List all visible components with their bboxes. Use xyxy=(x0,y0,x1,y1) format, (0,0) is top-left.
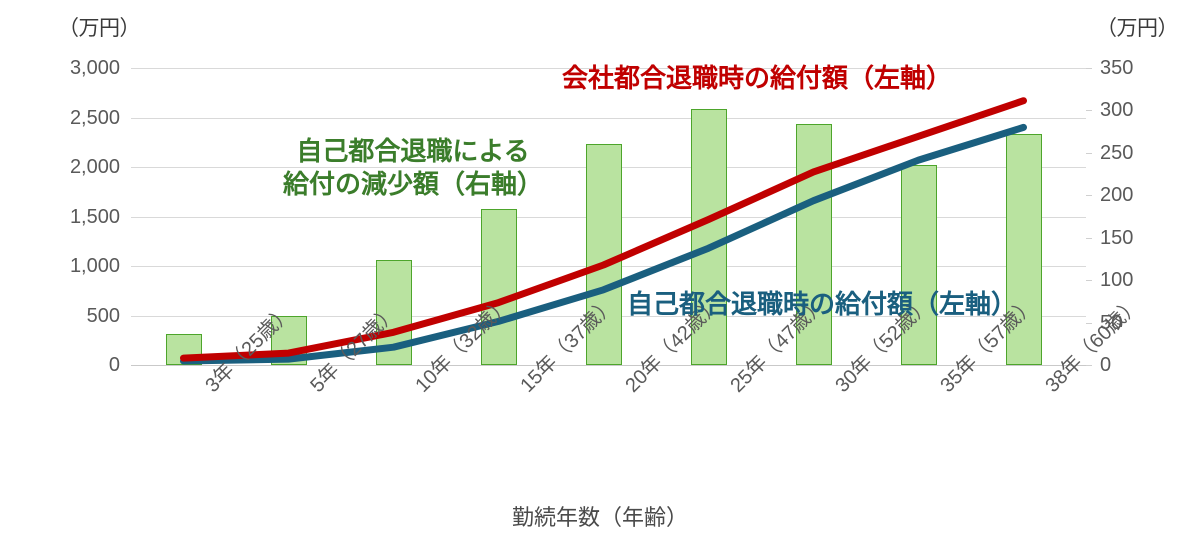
left-axis-tick-label: 0 xyxy=(108,354,120,376)
right-axis-tick-mark xyxy=(1086,153,1092,154)
right-axis-tick-mark xyxy=(1086,195,1092,196)
x-axis-tick-label: 3年（25歳） xyxy=(200,301,297,397)
left-axis-unit-label: （万円） xyxy=(58,17,141,40)
bar xyxy=(165,334,202,365)
x-axis-tick-label: 5年（27歳） xyxy=(305,301,402,397)
right-axis-tick-label: 150 xyxy=(1100,226,1134,249)
annotation-decrease-line2: 給付の減少額（右軸） xyxy=(283,169,544,200)
left-axis-tick-label: 3,000 xyxy=(69,57,120,79)
right-axis-tick-mark xyxy=(1086,238,1092,239)
left-axis-tick-label: 1,500 xyxy=(69,205,120,228)
gridline xyxy=(131,365,1086,366)
right-axis-tick-mark xyxy=(1086,280,1092,281)
right-axis-unit-label: （万円） xyxy=(1096,17,1179,40)
left-axis-tick-label: 500 xyxy=(86,304,120,327)
x-axis-tick-label: 38年（60歳） xyxy=(1040,293,1145,397)
x-axis-tick-label: 20年（42歳） xyxy=(620,293,725,397)
x-axis-tick-label: 30年（52歳） xyxy=(830,293,935,397)
x-axis-title: 勤続年数（年齢） xyxy=(511,505,688,530)
x-axis-tick-label: 10年（32歳） xyxy=(410,293,515,397)
right-axis-tick-label: 200 xyxy=(1100,184,1134,207)
annotation-company-convenience: 会社都合退職時の給付額（左軸） xyxy=(562,63,953,93)
right-axis-tick-label: 350 xyxy=(1100,57,1134,79)
right-axis-tick-mark xyxy=(1086,68,1092,69)
annotation-decrease-line1: 自己都合退職による xyxy=(296,136,530,166)
right-axis-tick-label: 0 xyxy=(1100,354,1112,376)
right-axis-tick-mark xyxy=(1086,110,1092,111)
annotation-self-convenience: 自己都合退職時の給付額（左軸） xyxy=(627,289,1018,319)
right-axis-tick-mark xyxy=(1086,365,1092,366)
left-axis-tick-label: 2,000 xyxy=(69,156,120,178)
x-axis-tick-label: 25年（47歳） xyxy=(725,293,830,397)
gridline xyxy=(131,118,1086,119)
left-axis-tick-label: 2,500 xyxy=(69,106,120,129)
x-axis-tick-label: 35年（57歳） xyxy=(935,293,1040,397)
right-axis-tick-label: 250 xyxy=(1100,141,1134,164)
right-axis-tick-mark xyxy=(1086,323,1092,324)
right-axis-tick-label: 300 xyxy=(1100,99,1134,122)
annotation-decrease-amount: 自己都合退職による 給付の減少額（右軸） xyxy=(283,135,543,202)
right-axis-tick-label: 100 xyxy=(1100,269,1134,292)
x-axis-tick-label: 15年（37歳） xyxy=(515,293,620,397)
right-axis-tick-label: 50 xyxy=(1100,311,1123,334)
bar xyxy=(480,208,517,365)
left-axis-tick-label: 1,000 xyxy=(69,255,120,277)
gridline xyxy=(131,68,1086,69)
